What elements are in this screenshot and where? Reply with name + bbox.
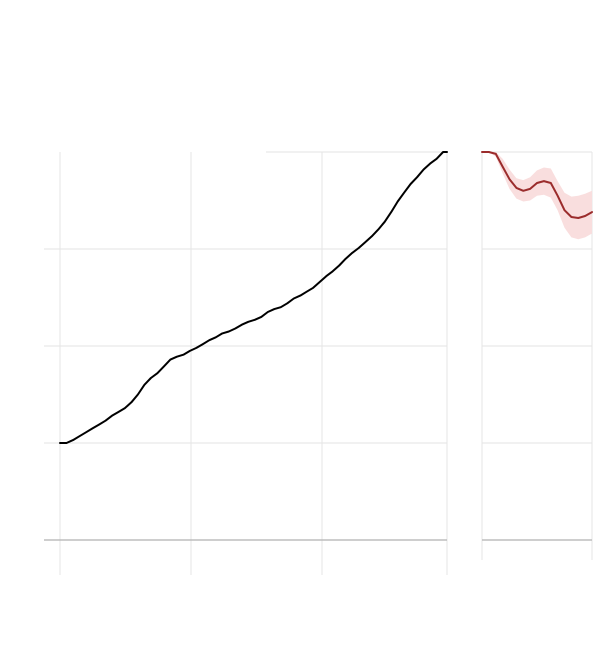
panel-1-series-1-line [59,151,448,444]
panel-2-series-1-line [481,151,593,219]
panel-2-series-1-band [482,152,592,240]
